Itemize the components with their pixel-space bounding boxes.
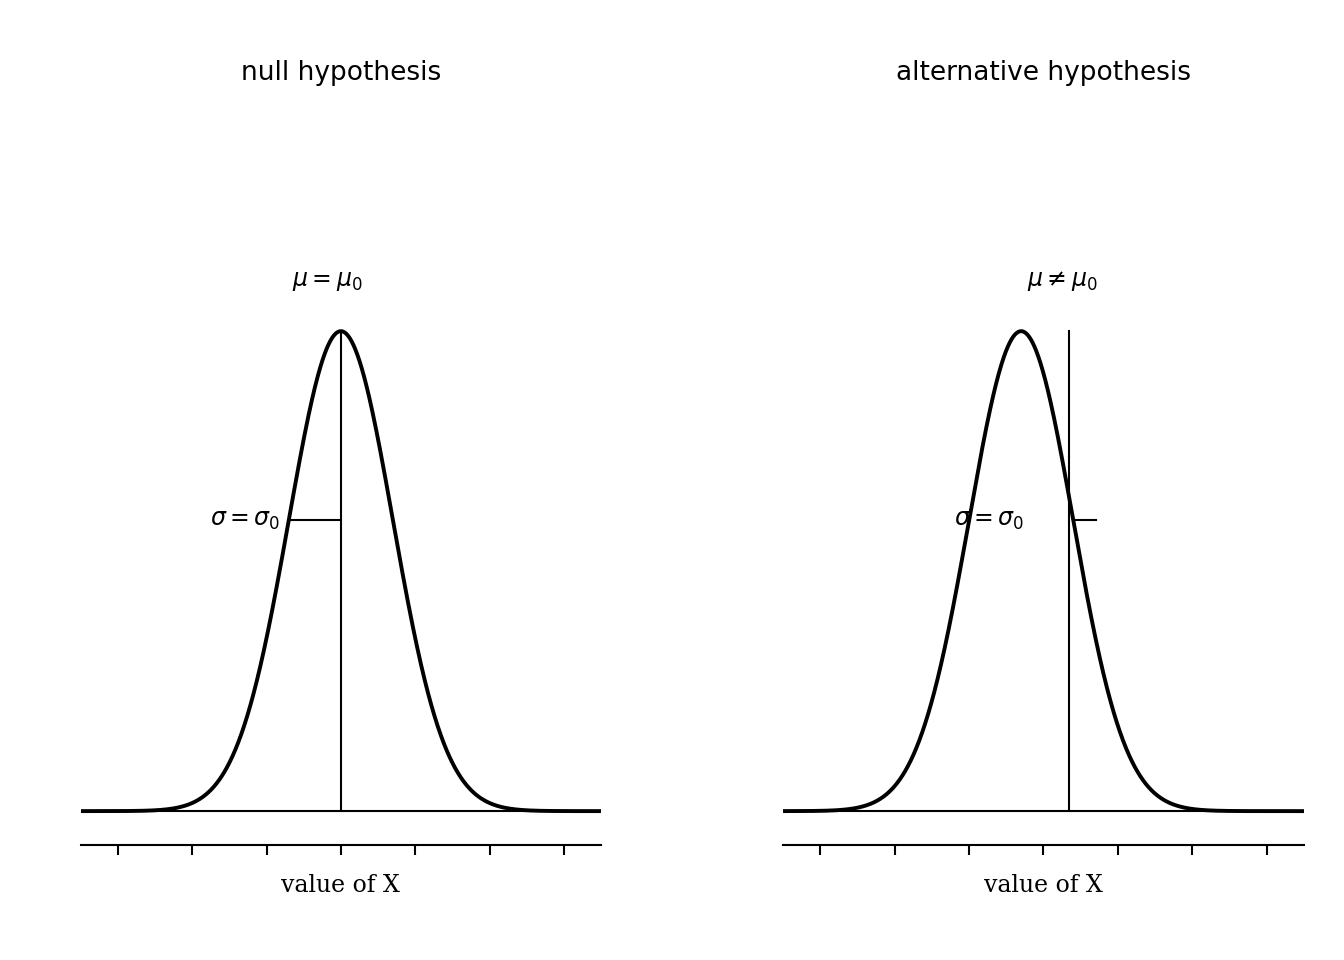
X-axis label: value of X: value of X — [281, 874, 401, 897]
Text: $\sigma = \sigma_0$: $\sigma = \sigma_0$ — [210, 509, 280, 532]
Text: $\mu = \mu_0$: $\mu = \mu_0$ — [292, 270, 363, 293]
Text: $\sigma = \sigma_0$: $\sigma = \sigma_0$ — [954, 509, 1025, 532]
Title: null hypothesis: null hypothesis — [241, 60, 441, 86]
Title: alternative hypothesis: alternative hypothesis — [896, 60, 1191, 86]
X-axis label: value of X: value of X — [984, 874, 1103, 897]
Text: $\mu \neq \mu_0$: $\mu \neq \mu_0$ — [1027, 269, 1098, 293]
